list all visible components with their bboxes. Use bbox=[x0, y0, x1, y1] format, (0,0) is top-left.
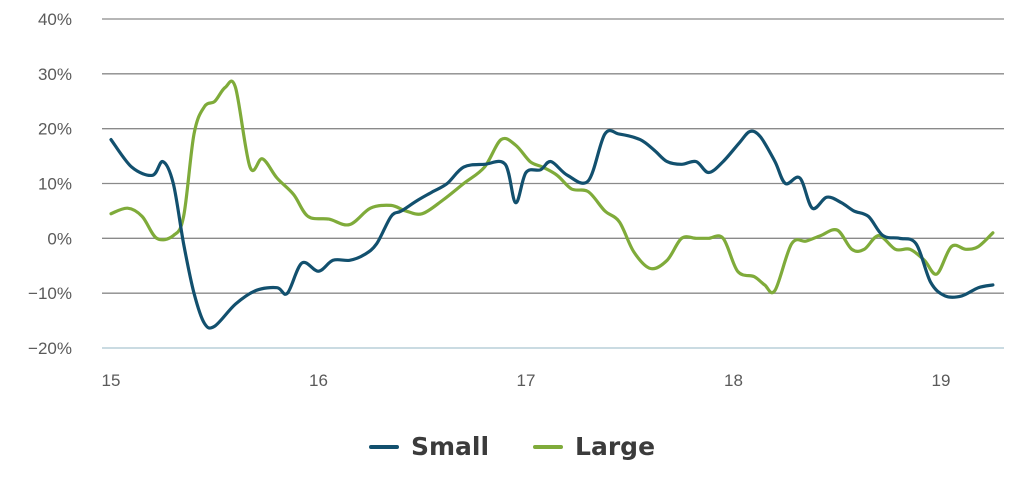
series-lines bbox=[109, 79, 995, 330]
y-tick-label: 0% bbox=[47, 229, 72, 248]
x-tick-label: 19 bbox=[932, 371, 951, 390]
series-line-small bbox=[109, 128, 995, 330]
legend: Small Large bbox=[0, 432, 1024, 461]
legend-swatch-large bbox=[533, 444, 564, 449]
grid-lines bbox=[102, 18, 1004, 349]
series-line-large bbox=[109, 79, 995, 295]
legend-swatch-small bbox=[368, 444, 399, 449]
legend-label-large: Large bbox=[575, 432, 656, 461]
legend-item-large: Large bbox=[533, 432, 655, 461]
legend-item-small: Small bbox=[368, 432, 490, 461]
y-tick-label: 10% bbox=[38, 175, 72, 194]
x-tick-label: 16 bbox=[309, 371, 328, 390]
x-tick-label: 17 bbox=[517, 371, 536, 390]
x-tick-label: 15 bbox=[102, 371, 121, 390]
y-tick-label: 40% bbox=[38, 10, 72, 29]
x-axis-ticks: 15 16 17 18 19 bbox=[102, 371, 951, 390]
x-tick-label: 18 bbox=[724, 371, 743, 390]
y-tick-label: 30% bbox=[38, 65, 72, 84]
y-tick-label: −20% bbox=[28, 339, 72, 358]
y-axis-ticks: 40% 30% 20% 10% 0% −10% −20% bbox=[28, 10, 72, 358]
y-tick-label: −10% bbox=[28, 284, 72, 303]
y-tick-label: 20% bbox=[38, 120, 72, 139]
legend-label-small: Small bbox=[410, 432, 490, 461]
